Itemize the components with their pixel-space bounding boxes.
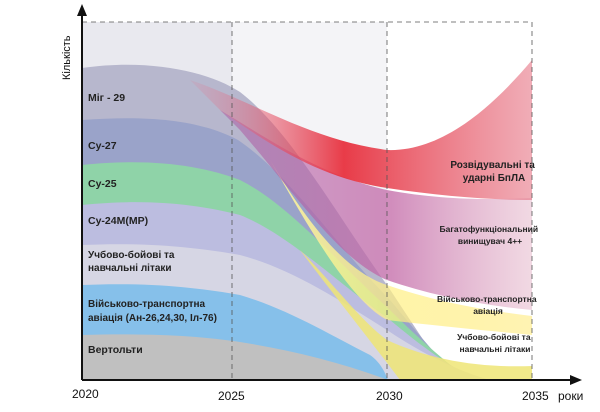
label-future-uav: Розвідувальні та ударні БпЛА	[450, 160, 537, 184]
x-axis-title: роки	[558, 389, 583, 403]
label-future-fighter: Багатофункціональний винищувач 4++	[439, 224, 540, 246]
label-training: Учбово-бойові та навчальні літаки	[88, 249, 177, 274]
x-tick-2020: 2020	[72, 387, 99, 401]
area-future-fighter	[220, 110, 532, 310]
x-tick-2025: 2025	[218, 389, 245, 403]
area-helicopters	[82, 334, 388, 380]
label-su-24: Су-24М(МР)	[88, 215, 148, 227]
area-future-training	[300, 250, 532, 380]
label-helicopters: Вертольти	[88, 344, 143, 356]
area-future-transport	[270, 160, 532, 335]
label-transport: Військово-транспортна авіація (Ан-26,24,…	[88, 299, 217, 324]
x-tick-2030: 2030	[376, 389, 403, 403]
y-axis-arrow	[77, 4, 87, 16]
x-axis-arrow	[570, 375, 582, 385]
area-future-uav	[190, 60, 532, 200]
label-su-25: Су-25	[88, 178, 117, 190]
label-su-27: Су-27	[88, 140, 117, 152]
x-tick-2035: 2035	[522, 389, 549, 403]
label-future-training: Учбово-бойові та навчальні літаки	[457, 332, 533, 354]
label-future-transport: Військово-транспортна авіація	[437, 294, 539, 316]
label-mig-29: Міг - 29	[88, 92, 125, 104]
y-axis-title: Кількість	[61, 35, 73, 80]
